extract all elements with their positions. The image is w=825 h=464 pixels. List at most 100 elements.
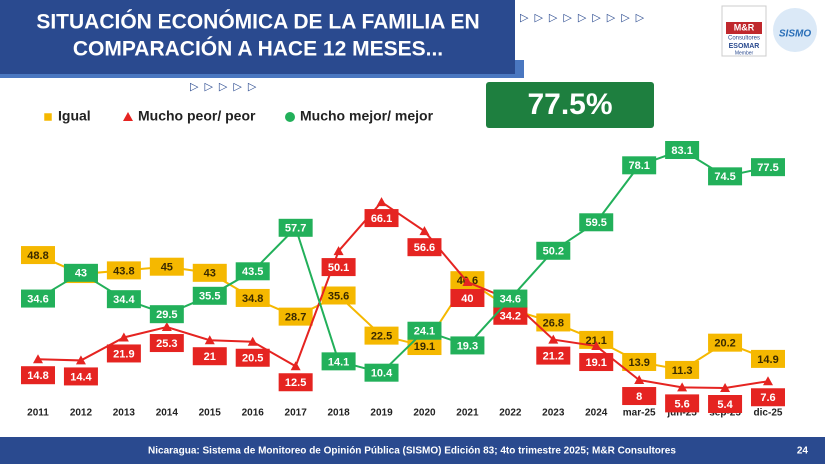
label-box [665, 394, 700, 413]
logo-text: M&R [734, 22, 755, 32]
marker [290, 361, 301, 371]
label-box [622, 387, 657, 406]
marker [634, 375, 645, 385]
label-box [321, 286, 356, 305]
data-label: 50.2 [543, 246, 564, 258]
label-box [192, 347, 227, 366]
marker [161, 322, 172, 332]
label-box [21, 289, 55, 308]
data-label: 40 [461, 293, 473, 305]
logo-text: Member [735, 50, 754, 56]
x-tick-label: 2018 [327, 408, 350, 419]
label-box [665, 141, 700, 159]
data-label: 24.1 [414, 326, 435, 338]
data-label: 10.4 [371, 368, 393, 380]
data-label: 34.4 [113, 294, 135, 306]
legend-label: Igual [58, 108, 91, 124]
data-label: 14.9 [757, 354, 778, 366]
label-box [450, 336, 485, 355]
header-band [0, 0, 515, 74]
data-label: 12.5 [285, 377, 306, 389]
marker [33, 354, 43, 364]
legend-label: Mucho mejor/ mejor [300, 108, 434, 124]
title-line: COMPARACIÓN A HACE 12 MESES... [73, 37, 443, 61]
x-tick-label: 2020 [413, 408, 436, 419]
legend-swatch [43, 112, 53, 122]
label-box [235, 288, 270, 307]
x-tick-label: 2014 [156, 408, 179, 419]
x-tick-label: 2022 [499, 408, 522, 419]
legend-item: Igual [43, 108, 91, 124]
x-tick-label: sep-25 [709, 408, 741, 419]
data-label: 21 [204, 351, 216, 363]
label-box [106, 290, 141, 309]
marker [118, 332, 129, 342]
data-label: 7.6 [760, 392, 775, 404]
x-tick-label: 2021 [456, 408, 479, 419]
data-label: 77.5 [757, 162, 778, 174]
marker [548, 334, 559, 344]
marker [333, 246, 344, 256]
plot: 2011 2012 2013 2014 2015 2016 2017 2018 2019 2020… [21, 108, 785, 419]
label-box [493, 306, 528, 325]
data-label: 34.2 [500, 311, 521, 323]
label-box [751, 349, 785, 368]
label-box [149, 257, 184, 276]
marker [376, 197, 387, 207]
data-label: 21.1 [586, 335, 607, 347]
label-box [407, 238, 442, 257]
logo-text: Consultores [728, 36, 760, 42]
data-label: 19.1 [586, 357, 607, 369]
data-label: 43.8 [113, 265, 134, 277]
legend-item: Mucho peor/ peor [123, 108, 256, 124]
series-line [37, 200, 769, 390]
label-box [321, 352, 356, 371]
data-label: 45 [161, 262, 173, 274]
label-box [493, 289, 528, 308]
data-label: 34.8 [242, 293, 263, 305]
data-label: 14.8 [27, 370, 48, 382]
data-label: 35.5 [199, 291, 220, 303]
label-box [708, 395, 743, 413]
data-label: 29.5 [156, 309, 177, 321]
marker [591, 341, 602, 351]
data-label: 19.1 [414, 341, 435, 353]
data-label: 56.6 [414, 242, 435, 254]
x-tick-label: 2019 [370, 408, 393, 419]
data-label: 8 [636, 391, 642, 403]
label-box [407, 337, 442, 356]
label-box [364, 209, 399, 228]
label-box [407, 321, 442, 340]
label-box [364, 326, 399, 345]
x-tick-label: 2023 [542, 408, 565, 419]
marker [720, 383, 731, 392]
legend-swatch [123, 112, 133, 121]
marker [419, 226, 430, 236]
label-box [235, 262, 270, 281]
label-box [708, 167, 743, 186]
data-label: 50.1 [328, 262, 349, 274]
label-box [622, 156, 657, 175]
x-tick-label: 2017 [285, 408, 308, 419]
marker [462, 277, 473, 287]
decoration: ▷▷▷▷▷ [190, 81, 262, 93]
label-box [21, 246, 55, 265]
footer-source: Nicaragua: Sistema de Monitoreo de Opini… [148, 446, 676, 457]
label-box [192, 286, 227, 305]
data-label: 59.5 [586, 217, 607, 229]
series: 34.6 43 34.4 29.5 35.5 43.5 57.7 14.1 10.4 24.1 19… [21, 141, 785, 382]
data-label: 21.9 [113, 348, 134, 360]
label-box [579, 353, 614, 372]
x-tick-label: 2016 [242, 408, 265, 419]
data-label: 20.2 [714, 338, 735, 350]
x-tick-label: 2011 [27, 408, 49, 419]
label-box [751, 158, 785, 177]
label-box [622, 352, 657, 371]
data-label: 14.1 [328, 356, 349, 368]
label-box [278, 307, 313, 326]
label-box [364, 363, 399, 382]
data-label: 66.1 [371, 213, 392, 225]
label-box [450, 289, 485, 308]
label-box [751, 388, 785, 407]
legend-swatch [285, 112, 295, 122]
